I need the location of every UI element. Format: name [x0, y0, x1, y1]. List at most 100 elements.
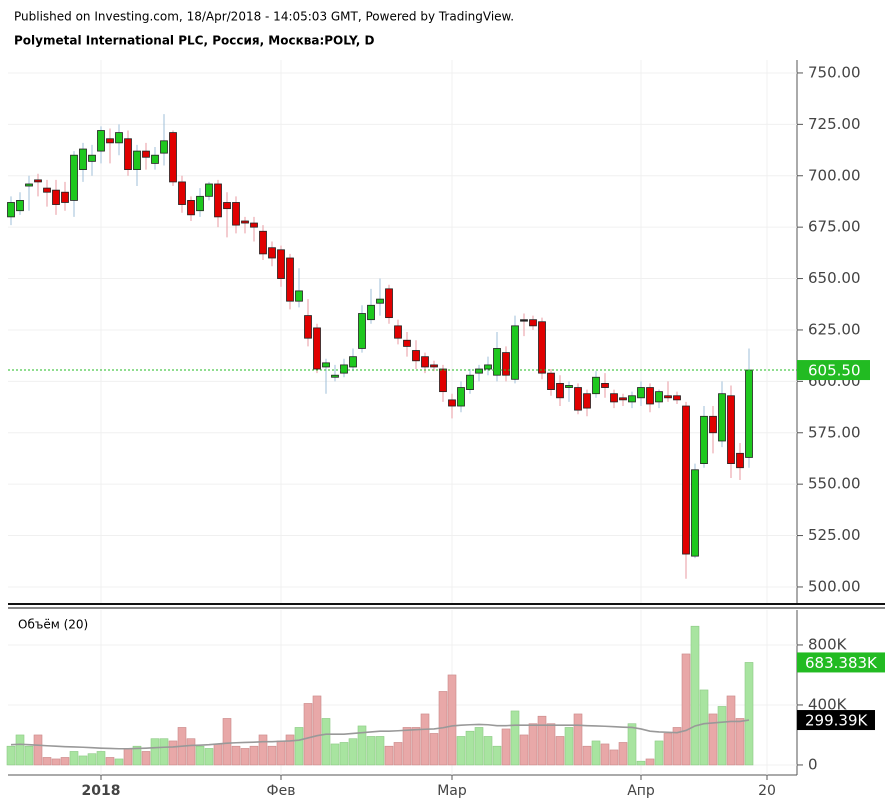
volume-bar	[690, 625, 700, 766]
volume-bar	[411, 727, 421, 766]
y-tick-label: 0	[808, 755, 818, 773]
volume-bar	[537, 715, 547, 766]
candle-body	[7, 202, 15, 218]
volume-bar	[294, 727, 304, 766]
volume-bar	[384, 745, 394, 766]
candle-body	[142, 150, 150, 158]
volume-bar	[6, 745, 16, 766]
volume-bar	[258, 734, 268, 766]
candle-body	[16, 200, 24, 212]
y-tick-label: 625.00	[808, 320, 861, 338]
volume-bar	[501, 728, 511, 766]
y-tick-label: 675.00	[808, 218, 861, 236]
candle-body	[718, 393, 726, 442]
candle-body	[709, 415, 717, 434]
candle-body	[682, 405, 690, 555]
x-tick-label: Мар	[437, 783, 467, 799]
candle-body	[115, 132, 123, 144]
volume-bar	[168, 740, 178, 766]
candle-body	[529, 319, 537, 327]
candle-body	[655, 391, 663, 403]
last-price-label: 605.50	[808, 362, 861, 380]
candle-body	[637, 387, 645, 399]
candle-body	[376, 298, 384, 304]
candle-body	[484, 364, 492, 370]
candle-body	[88, 154, 96, 162]
candle-body	[493, 348, 501, 376]
volume-bar	[276, 740, 286, 766]
volume-bar	[564, 727, 574, 766]
volume-bar	[195, 745, 205, 766]
last-ma-box	[797, 710, 875, 731]
volume-bar	[312, 695, 322, 766]
candle-body	[412, 350, 420, 362]
candle-body	[547, 372, 555, 390]
candle-body	[331, 374, 339, 378]
candle-body	[268, 247, 276, 259]
volume-bar	[69, 751, 79, 766]
candle-body	[160, 140, 168, 154]
volume-bar	[627, 723, 637, 766]
candle-body	[619, 397, 627, 401]
candle-body	[196, 195, 204, 212]
volume-bar	[636, 760, 646, 766]
y-tick-label: 750.00	[808, 63, 861, 81]
candle-body	[673, 395, 681, 401]
volume-bar	[492, 745, 502, 766]
candle-body	[466, 374, 474, 390]
volume-bar	[717, 706, 727, 766]
candle-body	[538, 321, 546, 374]
candle-body	[691, 469, 699, 557]
candle-body	[133, 150, 141, 170]
volume-bar	[285, 734, 295, 766]
volume-bar	[465, 730, 475, 766]
volume-bar	[105, 757, 115, 766]
candle-body	[241, 220, 249, 224]
last-volume-box	[797, 652, 885, 673]
candle-body	[313, 327, 321, 370]
volume-bar	[159, 738, 169, 766]
y-tick-label: 525.00	[808, 526, 861, 544]
volume-bar	[303, 703, 313, 766]
volume-bar	[402, 727, 412, 766]
y-tick-label: 550.00	[808, 475, 861, 493]
candle-body	[187, 200, 195, 216]
candle-body	[97, 130, 105, 152]
published-note: Published on Investing.com, 18/Apr/2018 …	[14, 10, 514, 24]
candle-body	[151, 154, 159, 164]
volume-bar	[681, 653, 691, 766]
candle-body	[727, 395, 735, 465]
volume-bar	[51, 758, 61, 766]
y-tick-label: 500.00	[808, 577, 861, 595]
candle-body	[745, 369, 753, 458]
volume-bar	[375, 736, 385, 766]
candle-body	[286, 257, 294, 302]
candle-body	[430, 364, 438, 368]
volume-bar	[528, 723, 538, 766]
last-price-box	[797, 360, 870, 381]
volume-bar	[204, 748, 214, 766]
candle-body	[106, 138, 114, 144]
y-tick-label: 575.00	[808, 423, 861, 441]
volume-bar	[339, 742, 349, 766]
volume-bar	[267, 745, 277, 766]
volume-bar	[645, 758, 655, 766]
candle-body	[43, 187, 51, 193]
candle-body	[736, 452, 744, 469]
volume-bar	[60, 757, 70, 766]
candle-body	[565, 385, 573, 388]
volume-bar	[591, 740, 601, 766]
volume-bar	[249, 745, 259, 766]
volume-bar	[78, 755, 88, 766]
volume-bar	[150, 738, 160, 766]
volume-bar	[132, 745, 142, 766]
volume-bar	[609, 749, 619, 766]
candle-body	[277, 249, 285, 279]
candle-body	[475, 368, 483, 374]
candle-body	[439, 368, 447, 393]
volume-bar	[348, 738, 358, 766]
volume-bar	[87, 753, 97, 766]
x-tick-label: 2018	[82, 783, 121, 799]
candle-body	[61, 191, 69, 203]
